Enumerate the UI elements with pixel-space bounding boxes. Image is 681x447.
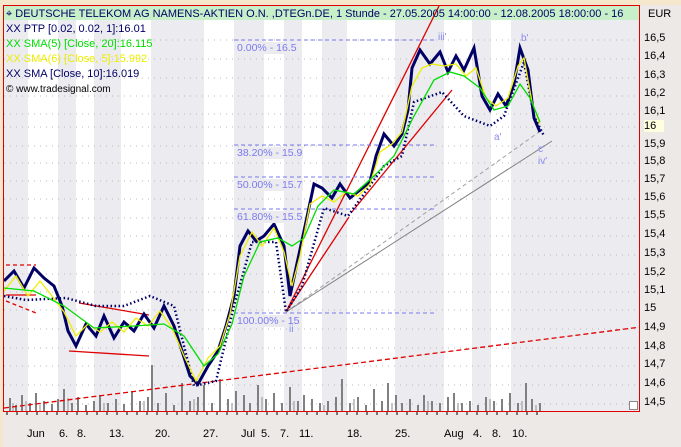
y-tick: 16,5 [644,32,666,44]
y-tick: 15,3 [644,247,666,259]
y-tick-current: 16 [644,120,665,132]
wave-label-a: a' [494,132,502,143]
x-tick: 25. [395,428,411,440]
wave-label-b: b' [521,33,529,44]
day-shading [28,20,511,411]
legend-sma[interactable]: XX SMA [Close, 10]:16.019 [6,68,140,80]
x-tick: 8. [492,428,502,440]
x-tick: 13. [109,428,125,440]
legend-sma6[interactable]: XX SMA(6) [Close, 5]:15.992 [6,53,148,65]
wave-label-ii: ii [289,324,294,335]
y-tick: 14,7 [644,358,666,370]
y-tick: 16,2 [644,87,666,99]
sma20-line [4,71,541,367]
y-tick: 14,9 [644,321,666,333]
x-tick: 27. [203,428,219,440]
y-tick: 14,5 [644,396,666,408]
x-tick: Aug [444,428,464,440]
fib-label-0: 0.00% - 16.5 [236,42,298,54]
y-tick: 15,7 [644,173,666,185]
price-series [4,42,542,387]
x-tick: 7. [280,428,290,440]
x-axis[interactable]: Jun 6. 8. 13. 20. 27. Jul 5. 7. 11. 18. … [3,412,640,447]
legend-ptp[interactable]: XX PTP [0.02, 0.02, 1]:16.01 [6,23,146,35]
wave-label-iii: iii' [438,32,447,43]
x-tick: 18. [347,428,363,440]
fib-label-100: 100.00% - 15 [236,315,301,327]
chart-canvas [4,6,639,411]
wave-label-iv: iv' [538,156,548,167]
y-tick: 15,8 [644,155,666,167]
x-tick: 4. [473,428,483,440]
x-tick: 6. [59,428,69,440]
x-tick: 11. [299,428,314,440]
y-tick: 16,1 [644,105,666,117]
x-tick: Jun [27,428,45,440]
x-tick: 10. [512,428,528,440]
y-tick: 15 [644,302,657,314]
legend-sma5[interactable]: XX SMA(5) [Close, 20]:16.115 [6,38,153,50]
x-tick: 5. [261,428,271,440]
x-axis-ticks [6,412,538,415]
fib-label-50: 50.00% - 15.7 [236,179,304,191]
fib-label-61: 61.80% - 15.5 [236,211,304,223]
fib-label-38: 38.20% - 15.9 [236,147,304,159]
chart-legend: ⌖ DEUTSCHE TELEKOM AG NAMENS-AKTIEN O.N.… [6,7,623,97]
y-tick: 15,1 [644,284,666,296]
x-tick: Jul [241,428,256,440]
y-tick: 14,6 [644,377,666,389]
sma5-line [4,56,541,383]
y-tick: 14,8 [644,340,666,352]
x-tick: 20. [155,428,171,440]
window-top-strip [0,0,681,5]
y-tick: 15,4 [644,228,666,240]
y-tick: 16,4 [644,50,666,62]
chart-title: ⌖ DEUTSCHE TELEKOM AG NAMENS-AKTIEN O.N.… [6,8,624,20]
price-plot-area[interactable]: ⌖ DEUTSCHE TELEKOM AG NAMENS-AKTIEN O.N.… [3,5,640,412]
y-tick: 15,5 [644,209,666,221]
currency-label: EUR [648,8,672,20]
y-tick: 15,2 [644,266,666,278]
wave-label-c: c' [538,144,545,155]
y-tick: 15,6 [644,191,666,203]
copyright-label: © www.tradesignal.com [6,84,111,95]
y-tick: 15,9 [644,138,666,150]
x-tick: 8. [77,428,87,440]
window-left-strip [0,5,3,447]
y-axis[interactable]: 16,5 16,4 16,3 16,2 16,1 16 15,9 15,8 15… [640,5,681,412]
title-bar [4,6,639,20]
instrument-icon: ⌖ [6,8,13,20]
y-tick: 16,3 [644,69,666,81]
resize-handle-icon[interactable] [629,401,638,410]
